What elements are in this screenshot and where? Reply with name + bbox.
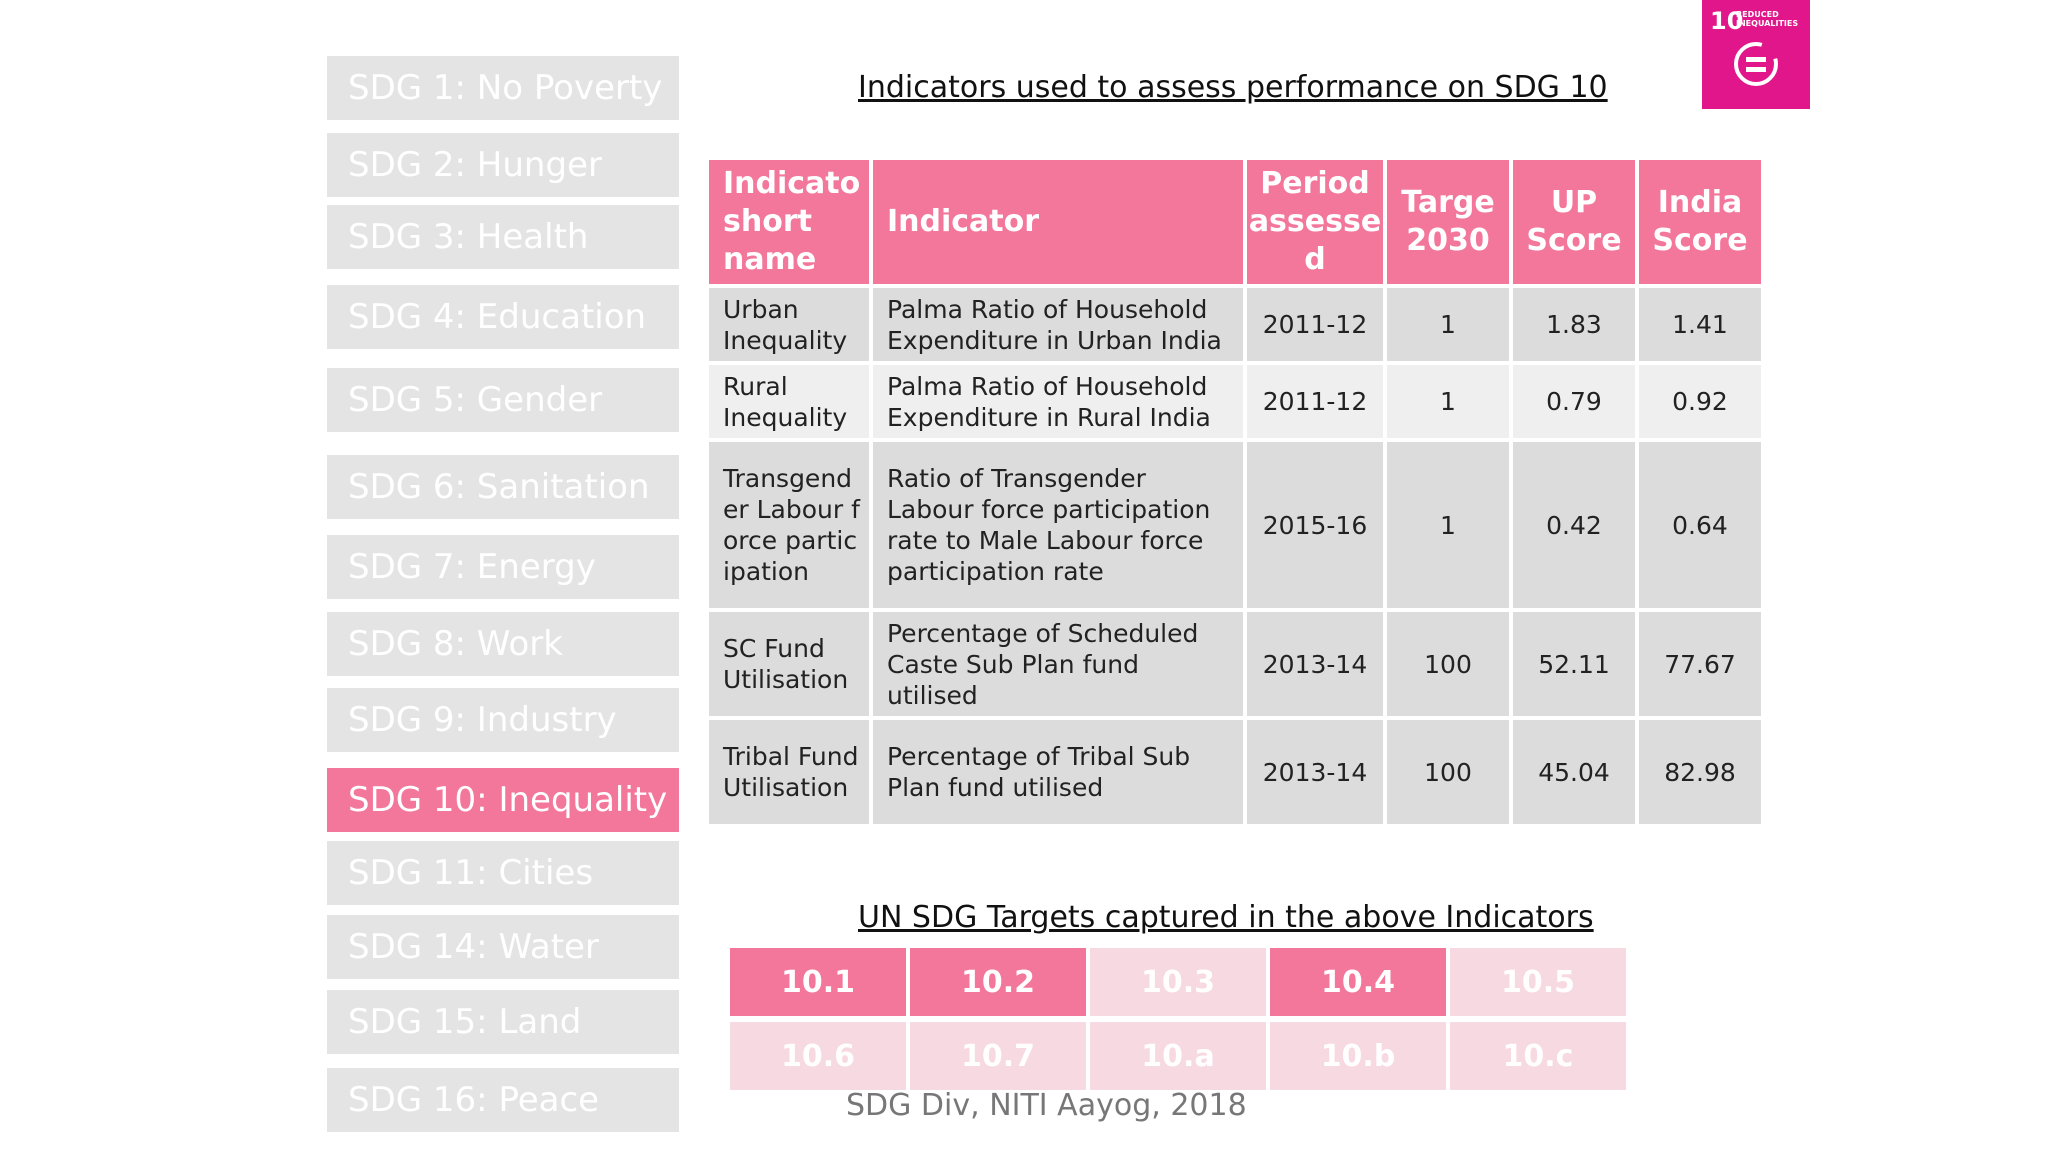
target-10-1: 10.1 <box>730 948 906 1016</box>
table-row: SC Fund Utilisation Percentage of Schedu… <box>709 612 1761 716</box>
sidebar-item-sdg-3[interactable]: SDG 3: Health <box>327 205 679 269</box>
cell-indicator: Percentage of Scheduled Caste Sub Plan f… <box>873 612 1243 716</box>
target-10-b: 10.b <box>1270 1022 1446 1090</box>
target-10-a: 10.a <box>1090 1022 1266 1090</box>
targets-title: UN SDG Targets captured in the above Ind… <box>858 900 1594 935</box>
table-row: Urban Inequality Palma Ratio of Househol… <box>709 288 1761 361</box>
target-10-6: 10.6 <box>730 1022 906 1090</box>
logo-number: 10 <box>1710 7 1744 35</box>
cell-short-name: Rural Inequality <box>709 365 869 438</box>
page-title: Indicators used to assess performance on… <box>858 70 1608 105</box>
sidebar-item-sdg-5[interactable]: SDG 5: Gender <box>327 368 679 432</box>
header-up-score: UP Score <box>1513 160 1635 284</box>
reduced-inequalities-icon <box>1734 42 1778 86</box>
footer-credit: SDG Div, NITI Aayog, 2018 <box>846 1088 1247 1123</box>
cell-up-score: 1.83 <box>1513 288 1635 361</box>
cell-indicator: Palma Ratio of Household Expenditure in … <box>873 288 1243 361</box>
indicators-table: Indicato short name Indicator Period ass… <box>705 156 1765 828</box>
cell-india-score: 0.92 <box>1639 365 1761 438</box>
cell-target: 100 <box>1387 720 1509 824</box>
cell-india-score: 1.41 <box>1639 288 1761 361</box>
sidebar-item-sdg-1[interactable]: SDG 1: No Poverty <box>327 56 679 120</box>
cell-up-score: 0.79 <box>1513 365 1635 438</box>
sidebar-item-sdg-8[interactable]: SDG 8: Work <box>327 612 679 676</box>
sidebar-item-sdg-2[interactable]: SDG 2: Hunger <box>327 133 679 197</box>
sidebar-item-sdg-14[interactable]: SDG 14: Water <box>327 915 679 979</box>
sidebar-item-sdg-4[interactable]: SDG 4: Education <box>327 285 679 349</box>
header-period: Period assesse d <box>1247 160 1383 284</box>
logo-text: REDUCED INEQUALITIES <box>1736 10 1799 28</box>
sdg-10-logo: 10 REDUCED INEQUALITIES <box>1702 0 1810 109</box>
header-indicator: Indicator <box>873 160 1243 284</box>
cell-short-name: Urban Inequality <box>709 288 869 361</box>
cell-target: 1 <box>1387 288 1509 361</box>
sidebar-item-sdg-11[interactable]: SDG 11: Cities <box>327 841 679 905</box>
cell-up-score: 0.42 <box>1513 442 1635 608</box>
sidebar-item-sdg-15[interactable]: SDG 15: Land <box>327 990 679 1054</box>
cell-indicator: Palma Ratio of Household Expenditure in … <box>873 365 1243 438</box>
header-target: Targe 2030 <box>1387 160 1509 284</box>
cell-up-score: 45.04 <box>1513 720 1635 824</box>
cell-period: 2011-12 <box>1247 365 1383 438</box>
table-row: Transgender Labour force participation R… <box>709 442 1761 608</box>
cell-indicator: Percentage of Tribal Sub Plan fund utili… <box>873 720 1243 824</box>
cell-period: 2013-14 <box>1247 612 1383 716</box>
cell-india-score: 0.64 <box>1639 442 1761 608</box>
cell-short-name: SC Fund Utilisation <box>709 612 869 716</box>
table-row: Rural Inequality Palma Ratio of Househol… <box>709 365 1761 438</box>
cell-india-score: 82.98 <box>1639 720 1761 824</box>
cell-period: 2013-14 <box>1247 720 1383 824</box>
cell-india-score: 77.67 <box>1639 612 1761 716</box>
cell-indicator: Ratio of Transgender Labour force partic… <box>873 442 1243 608</box>
sidebar-item-sdg-7[interactable]: SDG 7: Energy <box>327 535 679 599</box>
sidebar-item-sdg-16[interactable]: SDG 16: Peace <box>327 1068 679 1132</box>
sidebar-item-sdg-6[interactable]: SDG 6: Sanitation <box>327 455 679 519</box>
cell-short-name: Tribal Fund Utilisation <box>709 720 869 824</box>
cell-target: 100 <box>1387 612 1509 716</box>
cell-period: 2011-12 <box>1247 288 1383 361</box>
sidebar-item-sdg-10[interactable]: SDG 10: Inequality <box>327 768 679 832</box>
sidebar-item-sdg-9[interactable]: SDG 9: Industry <box>327 688 679 752</box>
header-india-score: India Score <box>1639 160 1761 284</box>
target-10-c: 10.c <box>1450 1022 1626 1090</box>
table-header-row: Indicato short name Indicator Period ass… <box>709 160 1761 284</box>
cell-period: 2015-16 <box>1247 442 1383 608</box>
table-row: Tribal Fund Utilisation Percentage of Tr… <box>709 720 1761 824</box>
cell-target: 1 <box>1387 442 1509 608</box>
target-10-2: 10.2 <box>910 948 1086 1016</box>
target-10-7: 10.7 <box>910 1022 1086 1090</box>
cell-target: 1 <box>1387 365 1509 438</box>
target-10-5: 10.5 <box>1450 948 1626 1016</box>
target-10-3: 10.3 <box>1090 948 1266 1016</box>
target-10-4: 10.4 <box>1270 948 1446 1016</box>
cell-up-score: 52.11 <box>1513 612 1635 716</box>
header-short-name: Indicato short name <box>709 160 869 284</box>
cell-short-name: Transgender Labour force participation <box>709 442 869 608</box>
